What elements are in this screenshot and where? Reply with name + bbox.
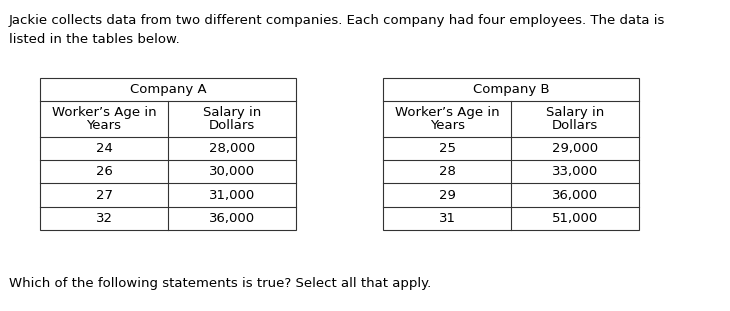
Text: Which of the following statements is true? Select all that apply.: Which of the following statements is tru… xyxy=(9,277,431,290)
Text: Company B: Company B xyxy=(473,83,549,96)
Text: 24: 24 xyxy=(96,142,112,155)
Text: 36,000: 36,000 xyxy=(209,212,255,225)
Text: 25: 25 xyxy=(439,142,456,155)
Text: 29: 29 xyxy=(439,189,456,202)
Text: 31,000: 31,000 xyxy=(209,189,255,202)
Text: 32: 32 xyxy=(96,212,112,225)
Text: Years: Years xyxy=(87,119,121,132)
Text: 26: 26 xyxy=(96,165,112,178)
Text: 36,000: 36,000 xyxy=(552,189,598,202)
Text: 28,000: 28,000 xyxy=(209,142,255,155)
Text: listed in the tables below.: listed in the tables below. xyxy=(9,33,180,46)
Bar xyxy=(40,78,296,230)
Text: Dollars: Dollars xyxy=(209,119,255,132)
Text: Salary in: Salary in xyxy=(546,106,604,119)
Text: 29,000: 29,000 xyxy=(552,142,598,155)
Text: Worker’s Age in: Worker’s Age in xyxy=(395,106,499,119)
Text: 31: 31 xyxy=(439,212,456,225)
Text: 51,000: 51,000 xyxy=(552,212,598,225)
Text: Dollars: Dollars xyxy=(552,119,598,132)
Text: 30,000: 30,000 xyxy=(209,165,255,178)
Text: 27: 27 xyxy=(96,189,112,202)
Text: Salary in: Salary in xyxy=(203,106,261,119)
Text: Jackie collects data from two different companies. Each company had four employe: Jackie collects data from two different … xyxy=(9,14,665,27)
Text: Company A: Company A xyxy=(130,83,206,96)
Text: Worker’s Age in: Worker’s Age in xyxy=(52,106,156,119)
Text: 28: 28 xyxy=(439,165,456,178)
Text: 33,000: 33,000 xyxy=(552,165,598,178)
Bar xyxy=(383,78,639,230)
Text: Years: Years xyxy=(430,119,464,132)
